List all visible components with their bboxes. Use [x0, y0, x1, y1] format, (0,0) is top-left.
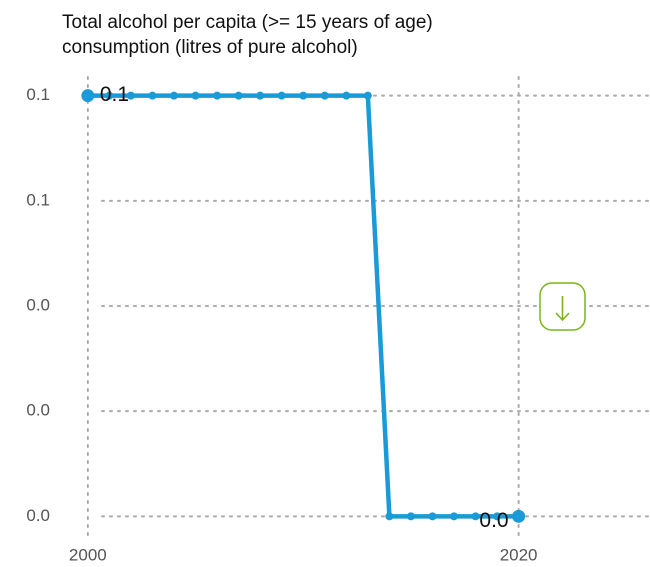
point [428, 512, 437, 521]
point [450, 512, 458, 521]
point [512, 509, 526, 523]
point [299, 91, 308, 100]
point [148, 91, 157, 100]
point [256, 91, 265, 100]
chart-title: Total alcohol per capita (>= 15 years of… [62, 12, 433, 33]
point [342, 91, 351, 100]
x-tick-label: 2020 [500, 545, 538, 564]
point [471, 512, 480, 521]
point [277, 91, 286, 100]
y-tick-label: 0.0 [26, 506, 50, 525]
chart-title: consumption (litres of pure alcohol) [62, 37, 358, 58]
point [363, 91, 372, 100]
y-tick-label: 0.1 [26, 190, 50, 209]
y-tick-label: 0.1 [26, 85, 50, 104]
point [126, 91, 135, 100]
point [320, 91, 329, 100]
point [105, 91, 114, 100]
point [493, 512, 502, 521]
point [385, 512, 394, 521]
point [213, 91, 222, 100]
point [234, 91, 243, 100]
download-icon[interactable] [555, 296, 570, 322]
point [406, 512, 415, 521]
download-button[interactable] [539, 282, 586, 331]
x-tick-label: 2000 [69, 545, 107, 564]
marks [81, 89, 526, 523]
point [170, 91, 178, 100]
y-tick-label: 0.0 [26, 401, 50, 420]
point [191, 91, 200, 100]
y-tick-label: 0.0 [26, 295, 50, 314]
data-label: 0.1 [100, 83, 129, 106]
point [81, 89, 95, 103]
data-label: 0.0 [479, 509, 508, 532]
